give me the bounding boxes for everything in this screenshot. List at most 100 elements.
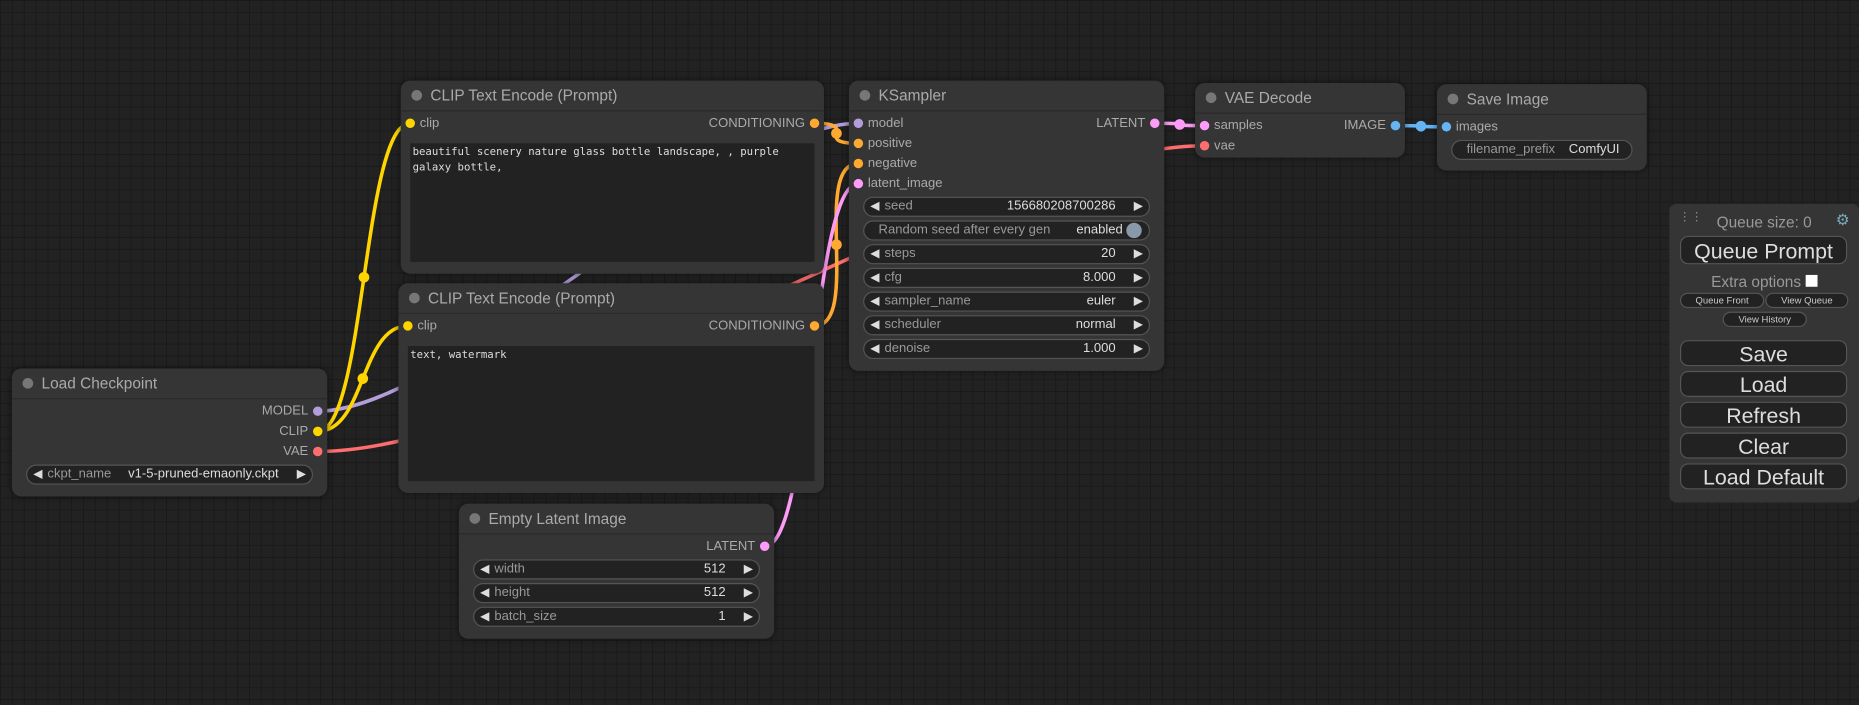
load-button[interactable]: Load bbox=[1679, 370, 1848, 397]
output-slot-CONDITIONING[interactable]: CONDITIONING bbox=[709, 316, 824, 336]
decrement-arrow-icon[interactable]: ◀ bbox=[480, 610, 490, 624]
decrement-arrow-icon[interactable]: ◀ bbox=[480, 586, 490, 600]
node-clip-text-encode-negative[interactable]: CLIP Text Encode (Prompt) clip CONDITIONIN… bbox=[398, 283, 824, 493]
link-midpoint-handle[interactable] bbox=[357, 373, 369, 384]
output-slot-VAE[interactable]: VAE bbox=[283, 442, 327, 462]
widget-ckpt-name[interactable]: ◀ ckpt_name v1-5-pruned-emaonly.ckpt ▶ bbox=[26, 464, 313, 485]
view-history-button[interactable]: View History bbox=[1722, 311, 1807, 328]
gear-icon[interactable]: ⚙ bbox=[1835, 210, 1850, 229]
increment-arrow-icon[interactable]: ▶ bbox=[743, 610, 753, 624]
collapse-dot-icon[interactable] bbox=[859, 90, 871, 101]
node-title[interactable]: KSampler bbox=[848, 81, 1165, 112]
link-midpoint-handle[interactable] bbox=[831, 239, 842, 251]
queue-prompt-button[interactable]: Queue Prompt bbox=[1679, 235, 1848, 265]
input-dot-icon[interactable] bbox=[853, 118, 864, 128]
output-dot-icon[interactable] bbox=[809, 321, 820, 331]
input-slot-latent_image[interactable]: latent_image bbox=[849, 174, 943, 194]
input-slot-vae[interactable]: vae bbox=[1195, 136, 1235, 156]
clear-button[interactable]: Clear bbox=[1679, 432, 1848, 459]
increment-arrow-icon[interactable]: ▶ bbox=[296, 468, 306, 482]
node-save-image[interactable]: Save Image images filename_prefix ComfyUI bbox=[1436, 84, 1647, 171]
refresh-button[interactable]: Refresh bbox=[1679, 401, 1848, 428]
input-dot-icon[interactable] bbox=[1199, 120, 1210, 131]
widget-width[interactable]: ◀ width 512 ▶ bbox=[473, 559, 760, 580]
link-midpoint-handle[interactable] bbox=[1415, 120, 1427, 132]
increment-arrow-icon[interactable]: ▶ bbox=[1133, 318, 1143, 332]
input-dot-icon[interactable] bbox=[853, 178, 864, 189]
decrement-arrow-icon[interactable]: ◀ bbox=[870, 295, 880, 309]
decrement-arrow-icon[interactable]: ◀ bbox=[870, 200, 880, 214]
link-midpoint-handle[interactable] bbox=[358, 271, 370, 283]
node-title[interactable]: CLIP Text Encode (Prompt) bbox=[400, 81, 824, 112]
node-clip-text-encode-positive[interactable]: CLIP Text Encode (Prompt) clip CONDITIONIN… bbox=[400, 80, 824, 274]
output-dot-icon[interactable] bbox=[1390, 120, 1401, 131]
drag-handle-icon[interactable]: ⋮⋮ bbox=[1678, 210, 1703, 224]
input-slot-clip[interactable]: clip bbox=[401, 114, 439, 134]
output-dot-icon[interactable] bbox=[312, 406, 323, 416]
view-queue-button[interactable]: View Queue bbox=[1765, 292, 1849, 309]
node-title[interactable]: VAE Decode bbox=[1195, 83, 1405, 114]
load-default-button[interactable]: Load Default bbox=[1679, 463, 1848, 490]
save-button[interactable]: Save bbox=[1679, 340, 1848, 367]
decrement-arrow-icon[interactable]: ◀ bbox=[870, 342, 880, 356]
output-dot-icon[interactable] bbox=[1150, 118, 1160, 128]
node-ksampler[interactable]: KSampler model positive negative latent_imag… bbox=[848, 80, 1165, 371]
widget-batch-size[interactable]: ◀ batch_size 1 ▶ bbox=[473, 606, 760, 627]
widget-seed[interactable]: ◀ seed 156680208700286 ▶ bbox=[863, 196, 1151, 217]
input-slot-clip[interactable]: clip bbox=[398, 316, 437, 336]
collapse-dot-icon[interactable] bbox=[22, 378, 34, 389]
queue-front-button[interactable]: Queue Front bbox=[1679, 292, 1765, 309]
input-slot-images[interactable]: images bbox=[1437, 117, 1498, 137]
input-dot-icon[interactable] bbox=[1441, 122, 1452, 132]
input-dot-icon[interactable] bbox=[403, 321, 413, 331]
extra-options-label[interactable]: Extra options bbox=[1669, 273, 1859, 290]
node-title[interactable]: Load Checkpoint bbox=[11, 369, 328, 400]
node-title[interactable]: Save Image bbox=[1436, 84, 1647, 115]
output-dot-icon[interactable] bbox=[809, 118, 820, 128]
widget-denoise[interactable]: ◀ denoise 1.000 ▶ bbox=[863, 338, 1151, 360]
widget-steps[interactable]: ◀ steps 20 ▶ bbox=[863, 244, 1151, 265]
input-slot-samples[interactable]: samples bbox=[1195, 116, 1263, 136]
output-slot-IMAGE[interactable]: IMAGE bbox=[1344, 116, 1405, 136]
collapse-dot-icon[interactable] bbox=[409, 292, 420, 304]
increment-arrow-icon[interactable]: ▶ bbox=[1133, 342, 1143, 356]
decrement-arrow-icon[interactable]: ◀ bbox=[870, 247, 880, 261]
increment-arrow-icon[interactable]: ▶ bbox=[1133, 200, 1143, 214]
increment-arrow-icon[interactable]: ▶ bbox=[743, 562, 753, 576]
input-dot-icon[interactable] bbox=[853, 158, 864, 169]
decrement-arrow-icon[interactable]: ◀ bbox=[870, 271, 880, 285]
link-midpoint-handle[interactable] bbox=[1174, 119, 1186, 130]
link-midpoint-handle[interactable] bbox=[831, 127, 842, 139]
decrement-arrow-icon[interactable]: ◀ bbox=[870, 318, 880, 332]
input-dot-icon[interactable] bbox=[1199, 141, 1210, 151]
increment-arrow-icon[interactable]: ▶ bbox=[1133, 295, 1143, 309]
decrement-arrow-icon[interactable]: ◀ bbox=[33, 468, 43, 482]
output-dot-icon[interactable] bbox=[312, 446, 323, 457]
node-load-checkpoint[interactable]: Load Checkpoint MODEL CLIP VAE ◀ ckpt_name v1-… bbox=[11, 368, 328, 497]
collapse-dot-icon[interactable] bbox=[1447, 93, 1459, 105]
toggle-knob-icon[interactable] bbox=[1126, 222, 1142, 239]
widget-scheduler[interactable]: ◀ scheduler normal ▶ bbox=[863, 315, 1151, 336]
output-slot-CLIP[interactable]: CLIP bbox=[279, 422, 327, 442]
output-slot-LATENT[interactable]: LATENT bbox=[706, 537, 774, 557]
input-slot-positive[interactable]: positive bbox=[849, 134, 912, 154]
widget-height[interactable]: ◀ height 512 ▶ bbox=[473, 583, 760, 604]
increment-arrow-icon[interactable]: ▶ bbox=[1133, 247, 1143, 261]
collapse-dot-icon[interactable] bbox=[411, 90, 423, 101]
input-dot-icon[interactable] bbox=[853, 138, 864, 149]
increment-arrow-icon[interactable]: ▶ bbox=[743, 586, 753, 600]
node-vae-decode[interactable]: VAE Decode samples vae IMAGE bbox=[1195, 82, 1405, 158]
input-slot-negative[interactable]: negative bbox=[849, 154, 917, 174]
node-title[interactable]: Empty Latent Image bbox=[458, 504, 775, 535]
prompt-textarea[interactable]: beautiful scenery nature glass bottle la… bbox=[410, 143, 815, 262]
increment-arrow-icon[interactable]: ▶ bbox=[1133, 271, 1143, 285]
prompt-textarea[interactable]: text, watermark bbox=[407, 346, 815, 482]
input-dot-icon[interactable] bbox=[405, 118, 415, 128]
widget-random-seed-after-every-gen[interactable]: Random seed after every gen enabled bbox=[863, 220, 1151, 241]
collapse-dot-icon[interactable] bbox=[1205, 92, 1217, 104]
collapse-dot-icon[interactable] bbox=[469, 513, 481, 524]
output-dot-icon[interactable] bbox=[312, 426, 323, 437]
output-slot-LATENT[interactable]: LATENT bbox=[1096, 114, 1164, 134]
widget-filename-prefix[interactable]: filename_prefix ComfyUI bbox=[1451, 139, 1633, 160]
